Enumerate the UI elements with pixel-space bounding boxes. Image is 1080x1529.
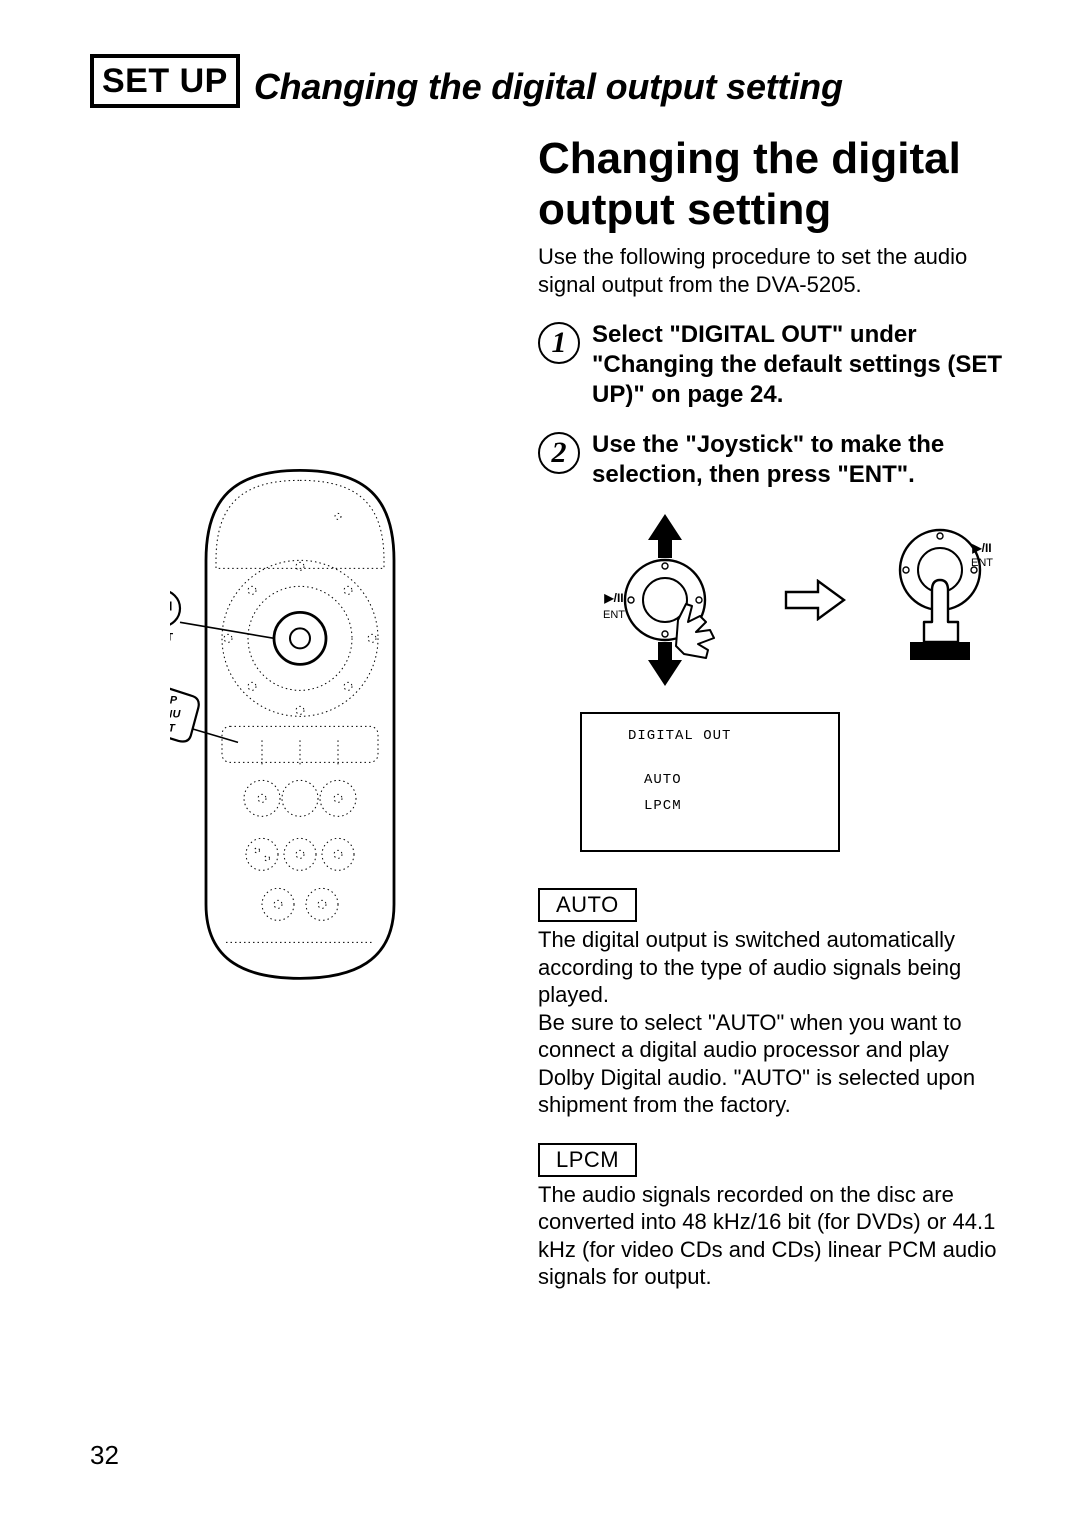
option-lpcm-desc: The audio signals recorded on the disc a… [538, 1181, 1010, 1291]
step-number-2: 2 [538, 432, 580, 474]
play-pause-icon: ▶/II [971, 541, 991, 555]
page-number: 32 [90, 1440, 119, 1471]
step-1-text: Select "DIGITAL OUT" under "Changing the… [592, 320, 1010, 410]
option-auto-label: AUTO [538, 888, 637, 922]
setup-badge: SET UP [90, 54, 240, 108]
arrow-right-icon [784, 579, 846, 621]
section-title: Changing the digital output setting [538, 134, 1010, 235]
menu-item-lpcm: LPCM [600, 798, 820, 814]
intro-text: Use the following procedure to set the a… [538, 243, 1010, 298]
ent-label: ENT [170, 631, 173, 643]
step-2-text: Use the "Joystick" to make the selection… [592, 430, 1010, 490]
play-pause-icon: ▶/II [603, 591, 623, 605]
option-lpcm-label: LPCM [538, 1143, 637, 1177]
manual-page: SET UP Changing the digital output setti… [0, 0, 1080, 1529]
step-1: 1 Select "DIGITAL OUT" under "Changing t… [538, 320, 1010, 410]
remote-control-diagram: ▶/II ENT DISP MENU SET [170, 134, 430, 1315]
disp-label: DISP [170, 694, 178, 706]
joystick-illustration-row: ▶/II ENT ▶/II ENT [580, 510, 1010, 690]
play-pause-icon: ▶/II [170, 598, 172, 613]
ent-label: ENT [603, 609, 625, 621]
joystick-move-diagram: ▶/II ENT [580, 510, 750, 690]
step-number-1: 1 [538, 322, 580, 364]
joystick-press-diagram: ▶/II ENT [880, 510, 1000, 690]
ent-label: ENT [971, 557, 993, 569]
menu-title: DIGITAL OUT [600, 728, 820, 744]
content-columns: ▶/II ENT DISP MENU SET Changing the digi… [90, 134, 1010, 1315]
step-2: 2 Use the "Joystick" to make the selecti… [538, 430, 1010, 490]
remote-illustration-column: ▶/II ENT DISP MENU SET [90, 134, 510, 1315]
menu-item-auto: AUTO [600, 772, 820, 788]
onscreen-menu-box: DIGITAL OUT AUTO LPCM [580, 712, 840, 852]
menu-label: MENU [170, 708, 182, 720]
header-title: Changing the digital output setting [254, 66, 843, 108]
instructions-column: Changing the digital output setting Use … [538, 134, 1010, 1315]
option-auto-desc: The digital output is switched automatic… [538, 926, 1010, 1119]
page-header: SET UP Changing the digital output setti… [90, 54, 1010, 108]
